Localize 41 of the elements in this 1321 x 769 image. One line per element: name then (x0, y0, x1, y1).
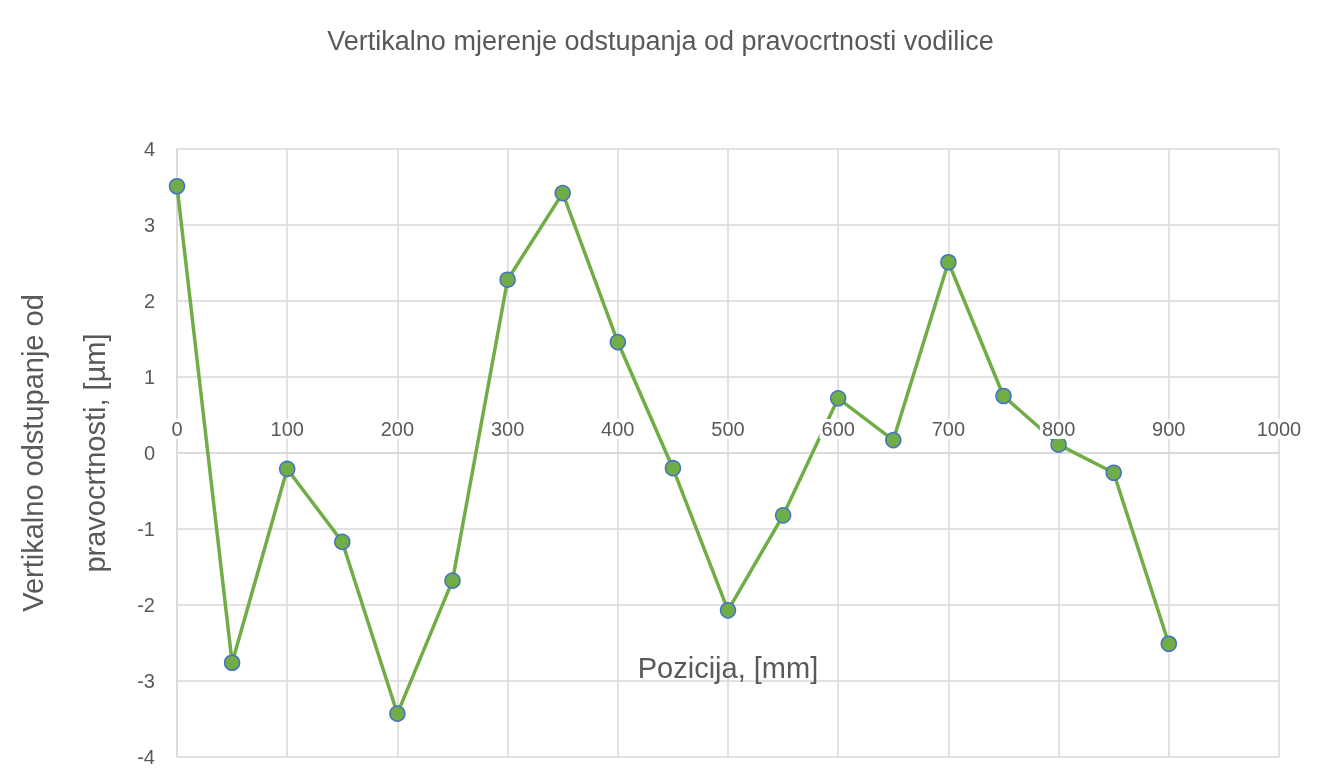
point (499, 271, 516, 288)
y-tick-label: 3 (143, 214, 155, 236)
y-tick-label: 2 (143, 290, 155, 312)
x-tick-label: 100 (270, 418, 304, 440)
point (1105, 464, 1122, 482)
x-tick-label: 900 (1152, 418, 1186, 440)
y-tick-label: -1 (137, 518, 155, 540)
y-tick-label: 4 (143, 138, 155, 160)
x-tick-label: 600 (821, 418, 855, 440)
point (554, 184, 571, 202)
point (995, 387, 1012, 405)
point (774, 507, 792, 524)
x-tick-label: 400 (601, 418, 635, 440)
point (223, 654, 241, 672)
y-tick-label: 0 (143, 442, 155, 464)
point (334, 533, 351, 551)
point (278, 460, 296, 478)
y-tick-label: -2 (137, 594, 155, 616)
y-tick-label: -3 (137, 670, 155, 692)
point (664, 459, 682, 477)
point (444, 572, 461, 589)
y-tick-label: -4 (137, 746, 155, 768)
x-tick-label: 800 (1041, 418, 1076, 440)
x-tick-label: 300 (490, 418, 525, 440)
x-axis-title: Pozicija, [mm] (637, 651, 819, 684)
point (168, 177, 186, 195)
point (1160, 635, 1178, 653)
point (609, 333, 627, 351)
point (829, 390, 847, 407)
point (389, 705, 406, 722)
y-axis-title: Vertikalno odstupanje od pravocrtnosti, [µm] (17, 294, 112, 612)
y-tick-label: 1 (143, 366, 155, 388)
x-tick-label: 700 (931, 418, 966, 440)
x-tick-label: 500 (711, 418, 745, 440)
chart-title: Vertikalno mjerenje odstupanja od pravocrtnosti vodilice (327, 25, 994, 56)
x-tick-label: 0 (171, 418, 183, 440)
point (885, 431, 902, 449)
point (940, 253, 957, 271)
x-tick-label: 1000 (1256, 418, 1302, 440)
point (719, 602, 737, 619)
x-tick-label: 200 (380, 418, 415, 440)
